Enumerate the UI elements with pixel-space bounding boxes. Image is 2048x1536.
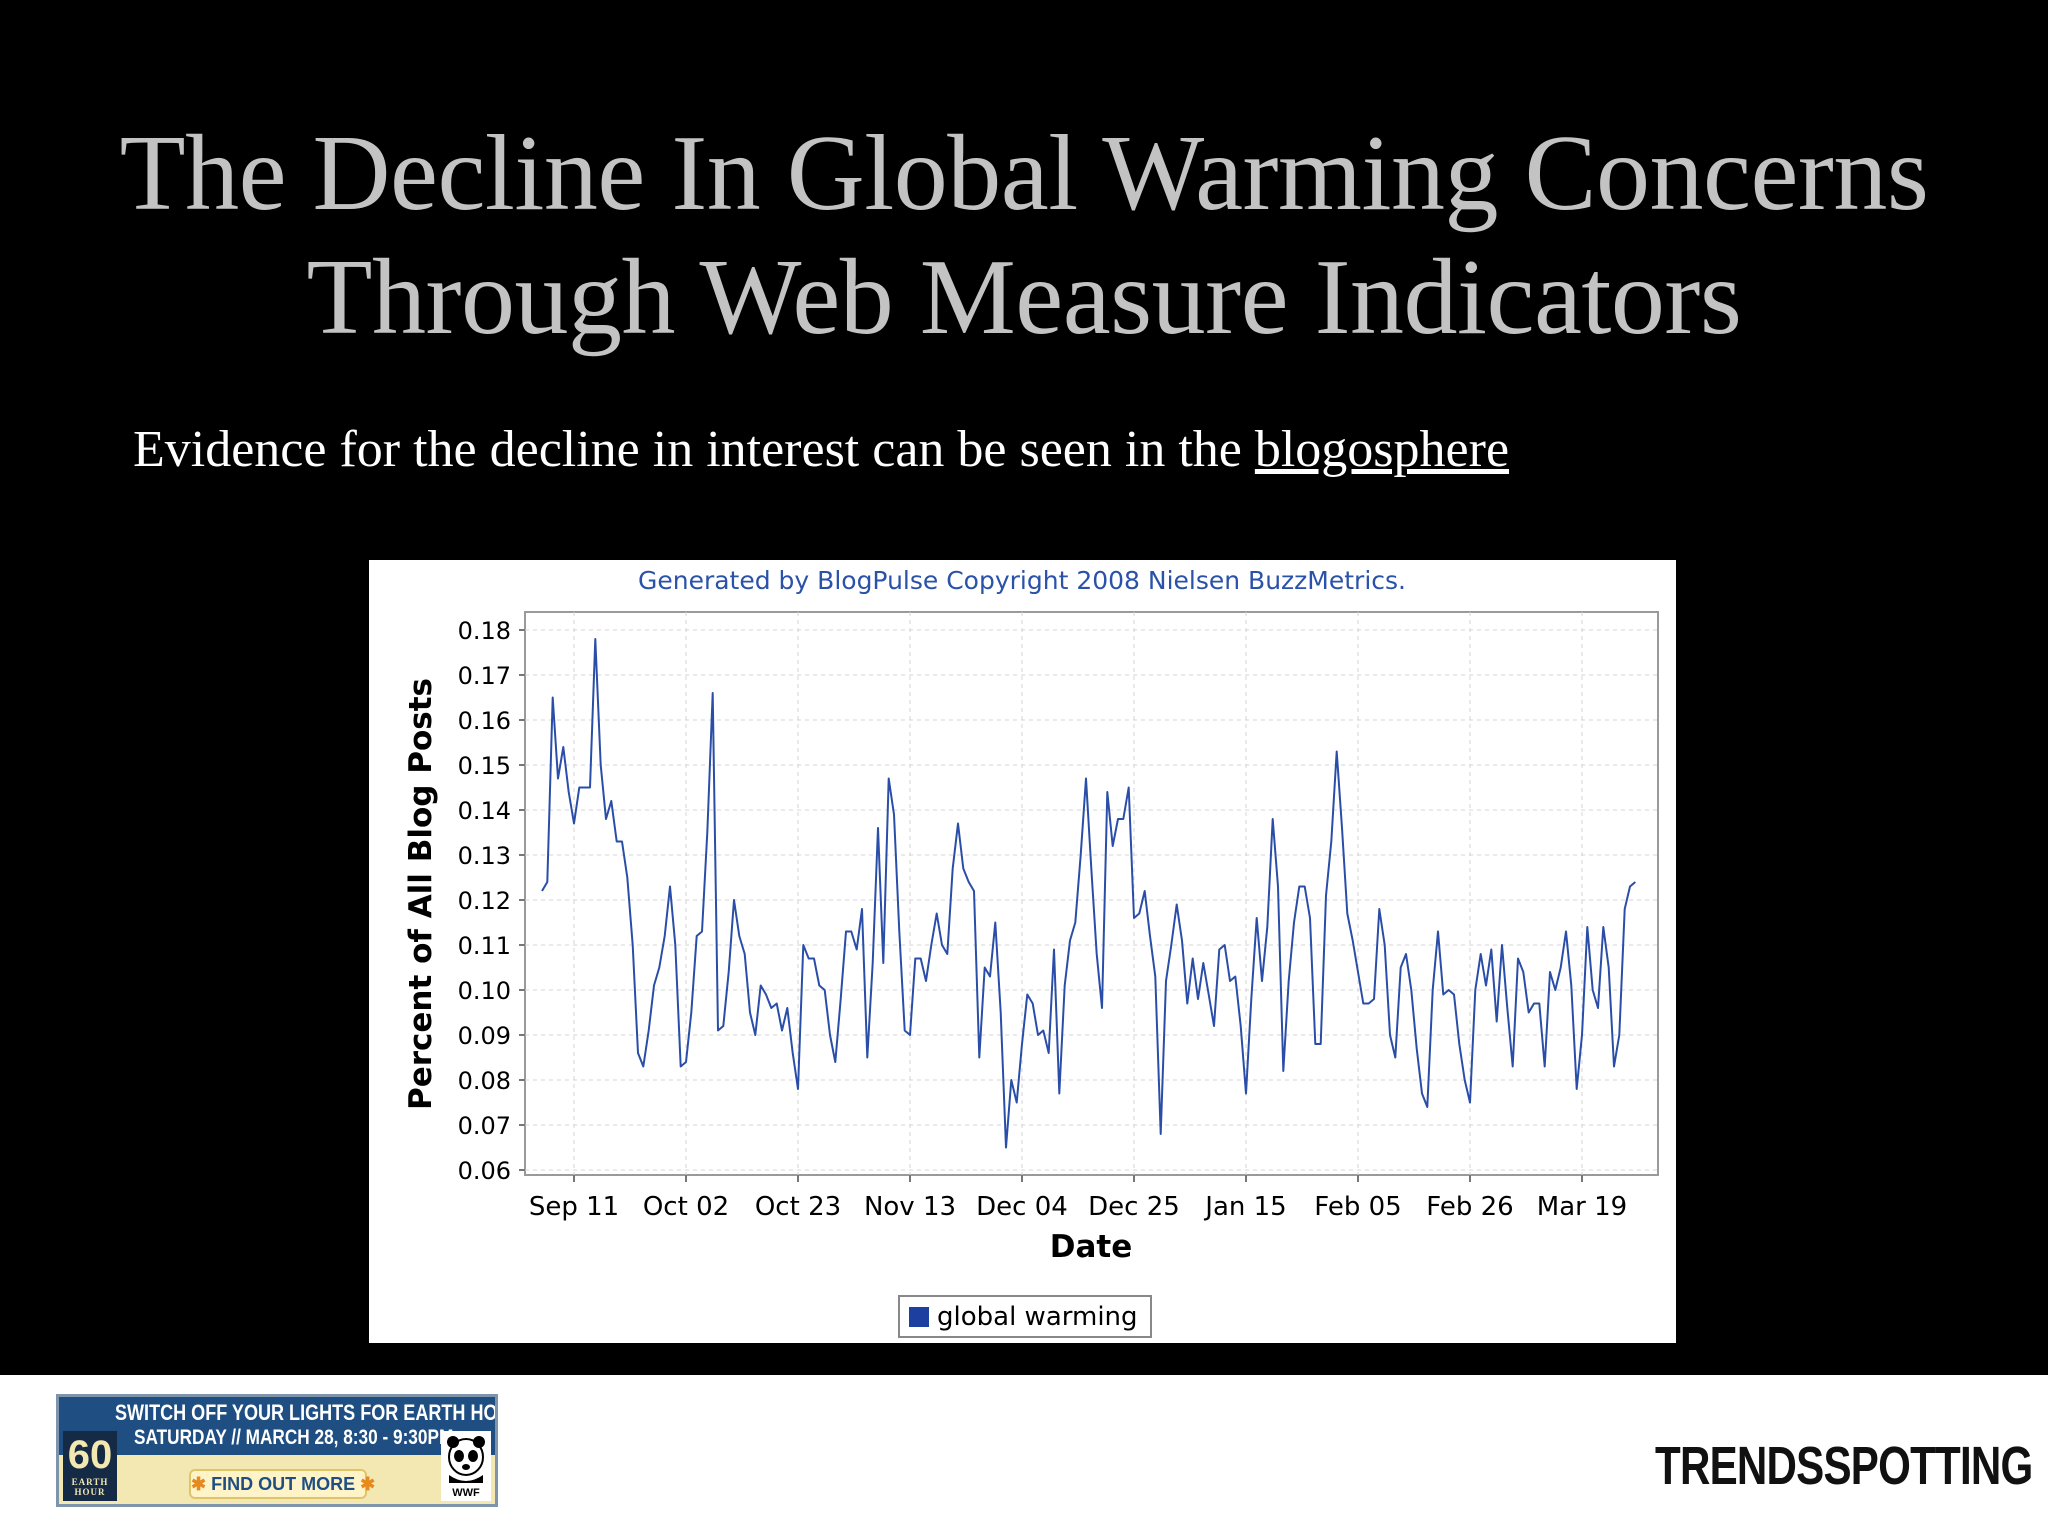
y-tick-label: 0.08 — [458, 1067, 511, 1095]
legend-swatch — [909, 1307, 929, 1327]
y-tick-label: 0.13 — [458, 842, 511, 870]
x-tick-label: Oct 23 — [755, 1192, 841, 1222]
y-tick-label: 0.06 — [458, 1157, 511, 1185]
y-tick-label: 0.07 — [458, 1112, 511, 1140]
banner-header — [59, 1397, 495, 1455]
y-tick-label: 0.11 — [458, 932, 511, 960]
earth-hour-banner[interactable]: SWITCH OFF YOUR LIGHTS FOR EARTH HOUR SA… — [56, 1394, 498, 1507]
series-line-global-warming — [541, 638, 1636, 1149]
slide: The Decline In Global Warming Concerns T… — [0, 0, 2048, 1375]
y-axis: 0.18 0.17 0.16 0.15 0.14 0.13 0.12 0.11 0.10 0.09… — [458, 617, 525, 1185]
slide-subtitle: Evidence for the decline in interest can… — [133, 420, 1509, 479]
star-icon: ✱ — [191, 1474, 207, 1494]
x-tick-label: Dec 04 — [976, 1192, 1068, 1222]
y-tick-label: 0.09 — [458, 1022, 511, 1050]
plot-area — [524, 611, 1659, 1176]
wwf-logo: WWF — [441, 1431, 491, 1501]
earth-hour-number: 60 — [67, 1433, 113, 1477]
panda-icon — [447, 1436, 485, 1483]
find-out-more-label: FIND OUT MORE — [211, 1474, 356, 1494]
trendspotting-logo[interactable]: TRENDSSPOTTING — [1655, 1436, 2033, 1496]
blogosphere-link[interactable]: blogosphere — [1254, 421, 1510, 478]
y-tick-label: 0.16 — [458, 707, 511, 735]
footer: SWITCH OFF YOUR LIGHTS FOR EARTH HOUR SA… — [0, 1375, 2048, 1536]
find-out-more-button[interactable]: ✱ FIND OUT MORE ✱ — [189, 1469, 375, 1499]
x-axis: Sep 11 Oct 02 Oct 23 Nov 13 Dec 04 Dec 25 Jan … — [529, 1175, 1627, 1222]
slide-title: The Decline In Global Warming Concerns T… — [0, 112, 2048, 360]
x-axis-label: Date — [1050, 1229, 1133, 1265]
x-tick-label: Feb 26 — [1426, 1192, 1513, 1222]
chart-panel: Generated by BlogPulse Copyright 2008 Ni… — [369, 560, 1676, 1343]
title-line-2: Through Web Measure Indicators — [306, 238, 1742, 357]
y-tick-label: 0.12 — [458, 887, 511, 915]
x-tick-label: Mar 19 — [1537, 1192, 1627, 1222]
grid-lines — [525, 612, 1658, 1175]
chart-title: Generated by BlogPulse Copyright 2008 Ni… — [638, 566, 1406, 595]
title-line-1: The Decline In Global Warming Concerns — [119, 114, 1929, 233]
line-chart: Generated by BlogPulse Copyright 2008 Ni… — [403, 566, 1659, 1338]
legend-label-global-warming: global warming — [937, 1302, 1138, 1332]
y-tick-label: 0.18 — [458, 617, 511, 645]
banner-line-2: SATURDAY // MARCH 28, 8:30 - 9:30PM — [134, 1426, 454, 1449]
earth-hour-sub: EARTH HOUR — [71, 1477, 109, 1497]
y-tick-label: 0.15 — [458, 752, 511, 780]
x-tick-label: Oct 02 — [643, 1192, 729, 1222]
y-tick-label: 0.14 — [458, 797, 511, 825]
x-tick-label: Nov 13 — [864, 1192, 956, 1222]
legend: global warming — [898, 1295, 1152, 1338]
wwf-label: WWF — [452, 1487, 480, 1499]
x-tick-label: Jan 15 — [1203, 1192, 1286, 1222]
star-icon: ✱ — [360, 1474, 376, 1494]
earth-hour-logo: 60 EARTH HOUR — [63, 1431, 117, 1501]
y-tick-label: 0.10 — [458, 977, 511, 1005]
legend-box — [898, 1295, 1152, 1338]
x-tick-label: Feb 05 — [1314, 1192, 1401, 1222]
y-axis-label: Percent of All Blog Posts — [403, 678, 439, 1110]
x-tick-label: Dec 25 — [1088, 1192, 1180, 1222]
subtitle-text: Evidence for the decline in interest can… — [133, 421, 1255, 478]
banner-line-1: SWITCH OFF YOUR LIGHTS FOR EARTH HOUR — [115, 1400, 498, 1425]
y-tick-label: 0.17 — [458, 662, 511, 690]
x-tick-label: Sep 11 — [529, 1192, 619, 1222]
